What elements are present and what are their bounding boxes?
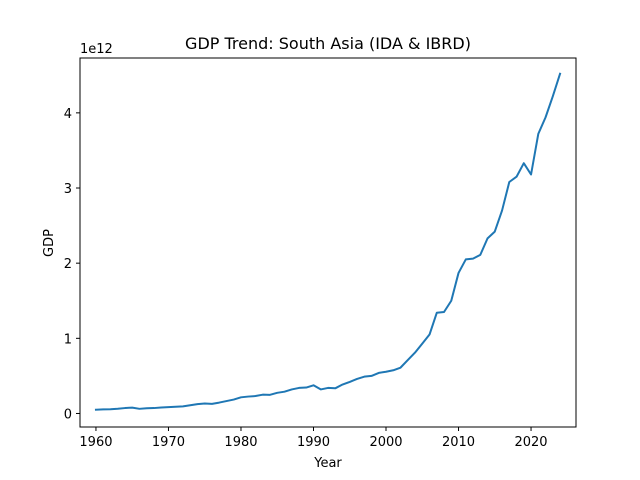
x-tick-label-2010: 2010 — [442, 435, 475, 450]
y-tick-label-2: 2 — [64, 257, 72, 272]
axes-frame — [79, 57, 577, 428]
y-tick-label-0: 0 — [64, 407, 72, 422]
y-axis-label: GDP — [42, 229, 57, 257]
x-axis-label: Year — [313, 456, 342, 471]
x-tick-label-2000: 2000 — [369, 435, 402, 450]
y-tick-label-3: 3 — [64, 182, 72, 197]
y-tick-label-1: 1 — [64, 332, 72, 347]
chart-title: GDP Trend: South Asia (IDA & IBRD) — [185, 34, 471, 53]
x-tick-label-1980: 1980 — [224, 435, 257, 450]
x-tick-label-1960: 1960 — [79, 435, 112, 450]
series-line-0 — [94, 72, 562, 411]
x-tick-label-1990: 1990 — [297, 435, 330, 450]
y-offset-label: 1e12 — [80, 42, 113, 57]
x-tick-label-2020: 2020 — [514, 435, 547, 450]
y-tick-label-4: 4 — [64, 107, 72, 122]
plot-area: 1960 1970 1980 1990 2000 2010 2020 0 1 2 3 4 — [64, 57, 577, 450]
x-tick-label-1970: 1970 — [152, 435, 185, 450]
